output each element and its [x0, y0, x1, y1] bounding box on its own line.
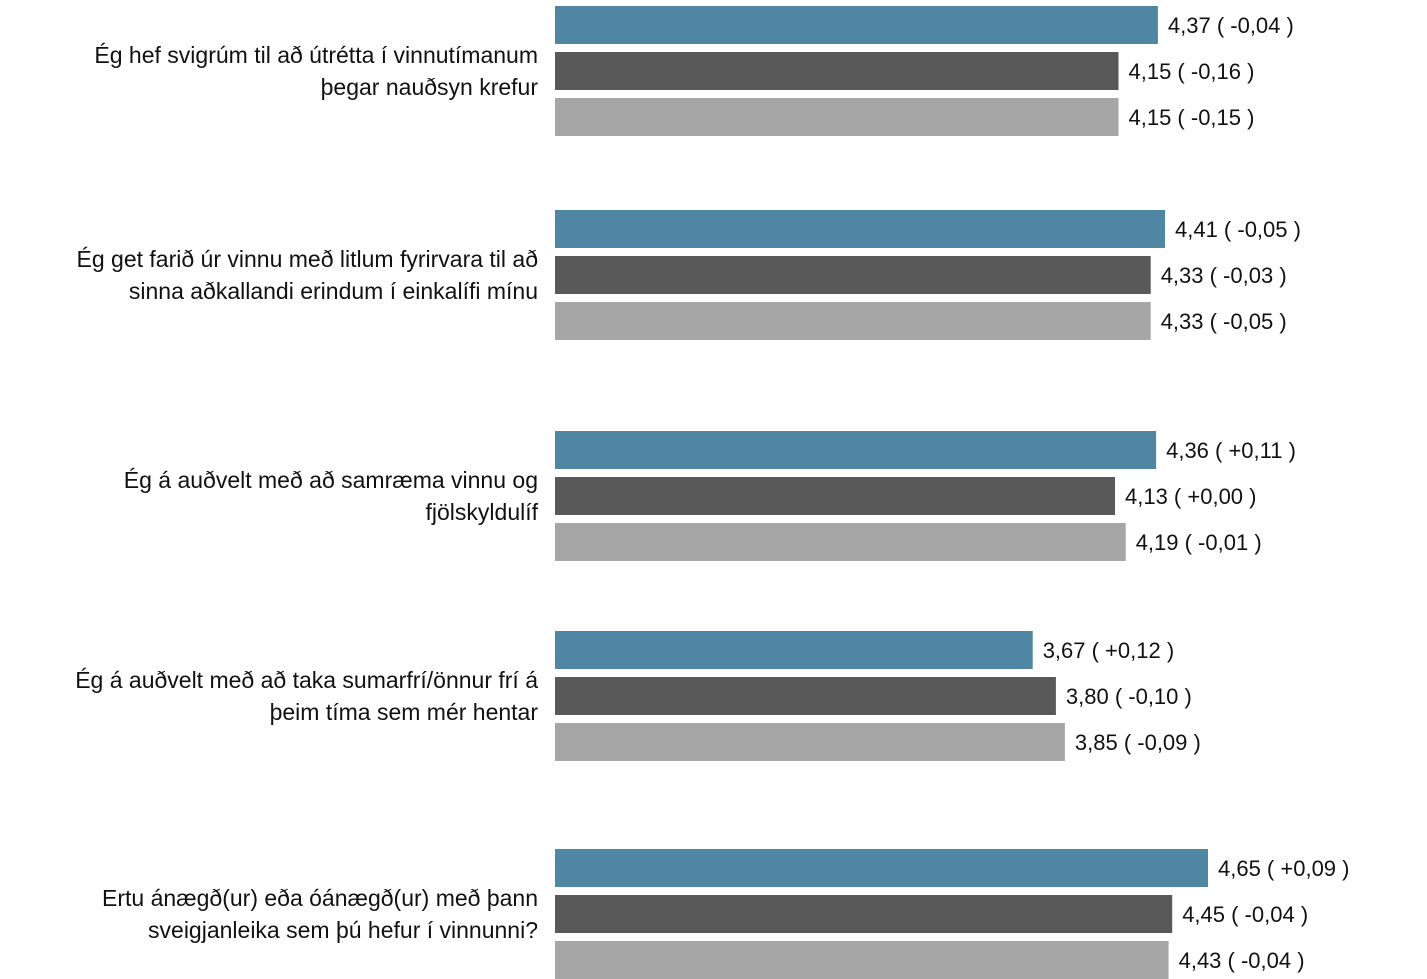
- value-label: 4,33 ( -0,03 ): [1161, 263, 1287, 288]
- bar: [555, 6, 1158, 44]
- value-label: 4,43 ( -0,04 ): [1179, 948, 1305, 973]
- value-label: 3,85 ( -0,09 ): [1075, 730, 1201, 755]
- category-label: þegar nauðsyn krefur: [321, 74, 539, 100]
- value-label: 3,67 ( +0,12 ): [1043, 638, 1174, 663]
- bar: [555, 723, 1065, 761]
- bar: [555, 431, 1157, 469]
- value-label: 4,45 ( -0,04 ): [1182, 902, 1308, 927]
- bar: [555, 677, 1056, 715]
- category-label: fjölskyldulíf: [426, 499, 539, 525]
- value-label: 4,36 ( +0,11 ): [1166, 438, 1296, 463]
- category-label: þeim tíma sem mér hentar: [270, 699, 539, 725]
- category-group: Ég get farið úr vinnu með litlum fyrirva…: [77, 210, 1301, 340]
- bar: [555, 256, 1151, 294]
- bar: [555, 523, 1126, 561]
- bar: [555, 849, 1208, 887]
- category-group: Ég á auðvelt með að taka sumarfrí/önnur …: [75, 631, 1201, 761]
- value-label: 4,37 ( -0,04 ): [1168, 13, 1294, 38]
- value-label: 4,15 ( -0,16 ): [1129, 59, 1255, 84]
- category-label: Ég hef svigrúm til að útrétta í vinnutím…: [94, 42, 538, 68]
- category-label: sveigjanleika sem þú hefur í vinnunni?: [148, 917, 538, 943]
- category-group: Ertu ánægð(ur) eða óánægð(ur) með þann sv…: [102, 849, 1349, 979]
- bar: [555, 98, 1119, 136]
- category-label: Ég á auðvelt með að taka sumarfrí/önnur …: [75, 667, 538, 693]
- category-label: Ertu ánægð(ur) eða óánægð(ur) með þann: [102, 885, 538, 911]
- bar: [555, 302, 1151, 340]
- bar: [555, 631, 1033, 669]
- value-label: 4,41 ( -0,05 ): [1175, 217, 1301, 242]
- category-group: Ég á auðvelt með að samræma vinnu og fjöl…: [124, 431, 1296, 561]
- bar: [555, 477, 1115, 515]
- value-label: 4,33 ( -0,05 ): [1161, 309, 1287, 334]
- bar: [555, 52, 1119, 90]
- category-label: sinna aðkallandi erindum í einkalífi mín…: [129, 278, 538, 304]
- value-label: 3,80 ( -0,10 ): [1066, 684, 1192, 709]
- bar: [555, 210, 1165, 248]
- category-label: Ég á auðvelt með að samræma vinnu og: [124, 467, 538, 493]
- category-label: Ég get farið úr vinnu með litlum fyrirva…: [77, 246, 538, 272]
- bar: [555, 895, 1173, 933]
- value-label: 4,65 ( +0,09 ): [1218, 856, 1349, 881]
- bar: [555, 941, 1169, 979]
- value-label: 4,15 ( -0,15 ): [1129, 105, 1255, 130]
- value-label: 4,13 ( +0,00 ): [1125, 484, 1256, 509]
- value-label: 4,19 ( -0,01 ): [1136, 530, 1262, 555]
- category-group: Ég hef svigrúm til að útrétta í vinnutím…: [94, 6, 1294, 136]
